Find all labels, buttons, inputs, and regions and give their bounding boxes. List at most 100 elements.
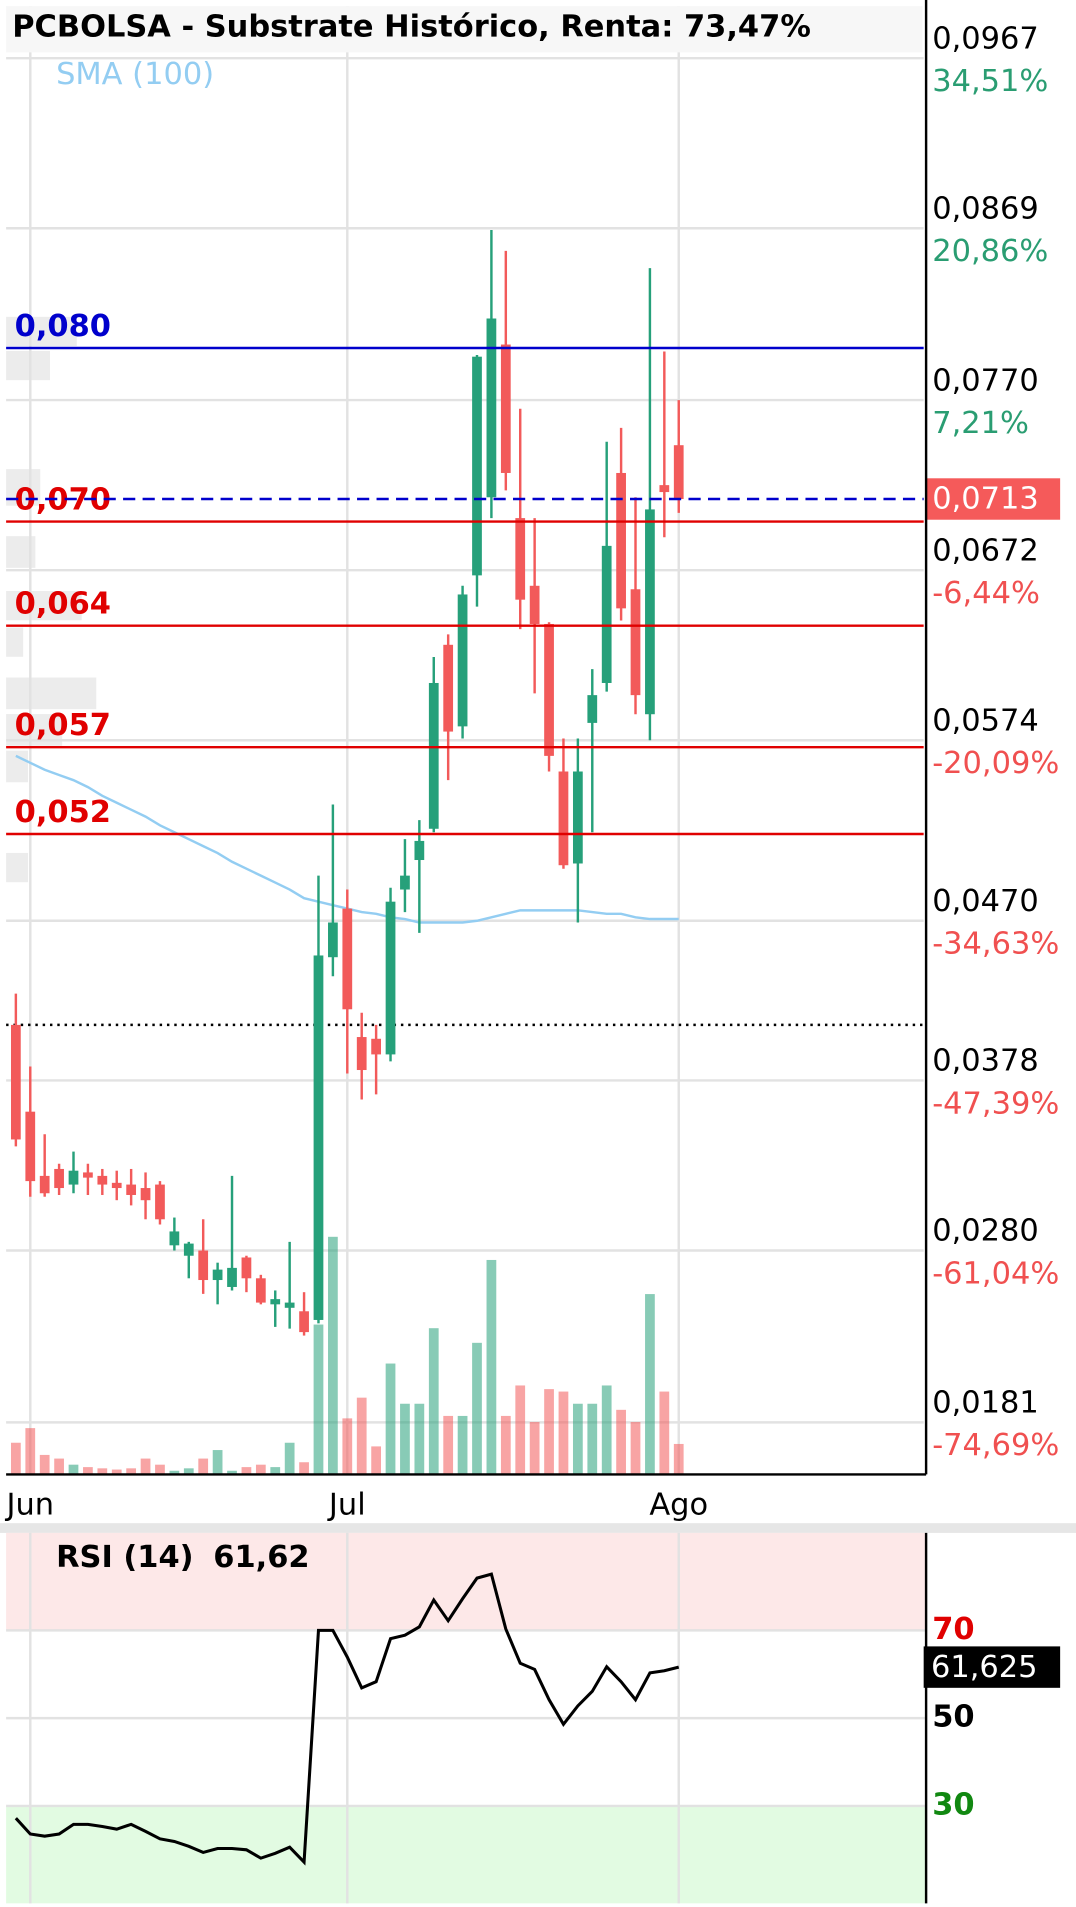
volume-bar (227, 1470, 237, 1475)
volume-bar (155, 1464, 165, 1475)
y-tick-label: 0,0672 (932, 533, 1039, 568)
candle-body (183, 1243, 194, 1256)
volume-bar (529, 1422, 540, 1475)
volume-bar (558, 1391, 569, 1475)
y-tick-change: -20,09% (932, 746, 1059, 781)
candle-body (385, 901, 396, 1055)
volume-bar (68, 1464, 79, 1475)
candle-body (472, 356, 482, 576)
y-tick-label: 0,0378 (932, 1044, 1039, 1079)
y-tick-label: 0,0574 (932, 703, 1039, 738)
level-label: 0,080 (15, 309, 111, 344)
candle-body (645, 509, 655, 715)
candle-body (601, 545, 612, 683)
candle-body (68, 1170, 79, 1185)
y-tick-label: 0,0181 (932, 1386, 1039, 1421)
candle-body (227, 1267, 237, 1287)
candle-body (572, 771, 583, 864)
book-bar (6, 350, 50, 381)
volume-bar (472, 1342, 482, 1475)
candle-body (54, 1168, 64, 1189)
volume-bar (385, 1363, 396, 1475)
last-price-label: 0,0713 (932, 482, 1039, 517)
volume-bar (428, 1328, 439, 1475)
candle-body (414, 840, 425, 861)
candle-body (587, 695, 598, 723)
y-tick-label: 70 (932, 1612, 974, 1647)
volume-bar (313, 1324, 324, 1475)
rsi-zone (6, 1805, 927, 1904)
rsi-zone (6, 1532, 927, 1631)
rsi-title: RSI (14) (56, 1540, 194, 1575)
panel-separator (0, 1523, 1076, 1533)
candle-body (443, 644, 454, 732)
candle-body (529, 585, 540, 624)
candle-body (241, 1257, 252, 1279)
y-tick-change: 20,86% (932, 234, 1048, 269)
y-tick-change: -61,04% (932, 1256, 1059, 1291)
legend-entry: SMA (100) (56, 57, 214, 92)
y-tick-change: -47,39% (932, 1086, 1059, 1121)
candle-body (140, 1188, 151, 1201)
candle-body (342, 908, 353, 1010)
y-tick-label: 0,0280 (932, 1214, 1039, 1249)
volume-bar (486, 1259, 497, 1475)
y-tick-label: 30 (932, 1787, 974, 1822)
book-bar (6, 852, 29, 883)
volume-bar (673, 1443, 684, 1475)
volume-bar (616, 1409, 626, 1475)
volume-bar (328, 1236, 338, 1475)
candle-body (169, 1231, 180, 1246)
candle-body (39, 1175, 50, 1194)
y-tick-label: 0,0470 (932, 884, 1039, 919)
candle-body (457, 594, 468, 727)
volume-bar (443, 1415, 454, 1475)
candle-body (356, 1037, 367, 1071)
y-tick-label: 50 (932, 1700, 974, 1735)
volume-bar (457, 1415, 468, 1475)
volume-bar (270, 1467, 281, 1475)
candle-body (673, 445, 684, 500)
candle-body (198, 1250, 209, 1281)
level-label: 0,057 (15, 708, 111, 743)
y-tick-change: 34,51% (932, 64, 1048, 99)
candle-body (25, 1111, 36, 1182)
book-bar (6, 590, 82, 621)
y-tick-label: 0,0869 (932, 191, 1039, 226)
y-tick-label: 0,0967 (932, 21, 1039, 56)
y-tick-change: -34,63% (932, 927, 1059, 962)
candle-body (97, 1175, 108, 1185)
level-label: 0,052 (15, 795, 111, 830)
rsi-value: 61,62 (213, 1540, 309, 1575)
candle-body (515, 518, 526, 600)
volume-bar (140, 1458, 151, 1475)
volume-bar (342, 1418, 353, 1475)
candle-body (616, 472, 626, 609)
volume-bar (515, 1385, 526, 1475)
candle-body (400, 875, 410, 890)
volume-bar (83, 1467, 93, 1475)
candle-body (659, 485, 670, 493)
volume-bar (645, 1294, 655, 1475)
x-tick-label: Jul (327, 1488, 366, 1523)
level-label: 0,064 (15, 586, 111, 621)
volume-bar (169, 1470, 180, 1475)
rsi-line (14, 1572, 680, 1866)
volume-bar (255, 1464, 266, 1475)
volume-bar (356, 1397, 367, 1475)
y-tick-change: -74,69% (932, 1428, 1059, 1463)
candle-body (371, 1038, 381, 1055)
volume-bar (241, 1467, 252, 1475)
book-bar (6, 627, 24, 657)
candle-body (313, 955, 324, 1320)
volume-bar (630, 1422, 641, 1475)
candle-body (255, 1278, 266, 1303)
rsi-tag (923, 1646, 1061, 1688)
volume-bar (371, 1446, 381, 1475)
volume-bar (10, 1442, 21, 1475)
y-tick-change: -6,44% (932, 576, 1040, 611)
candle-body (558, 771, 569, 866)
volume-bar (572, 1403, 583, 1475)
volume-bar (198, 1458, 209, 1475)
